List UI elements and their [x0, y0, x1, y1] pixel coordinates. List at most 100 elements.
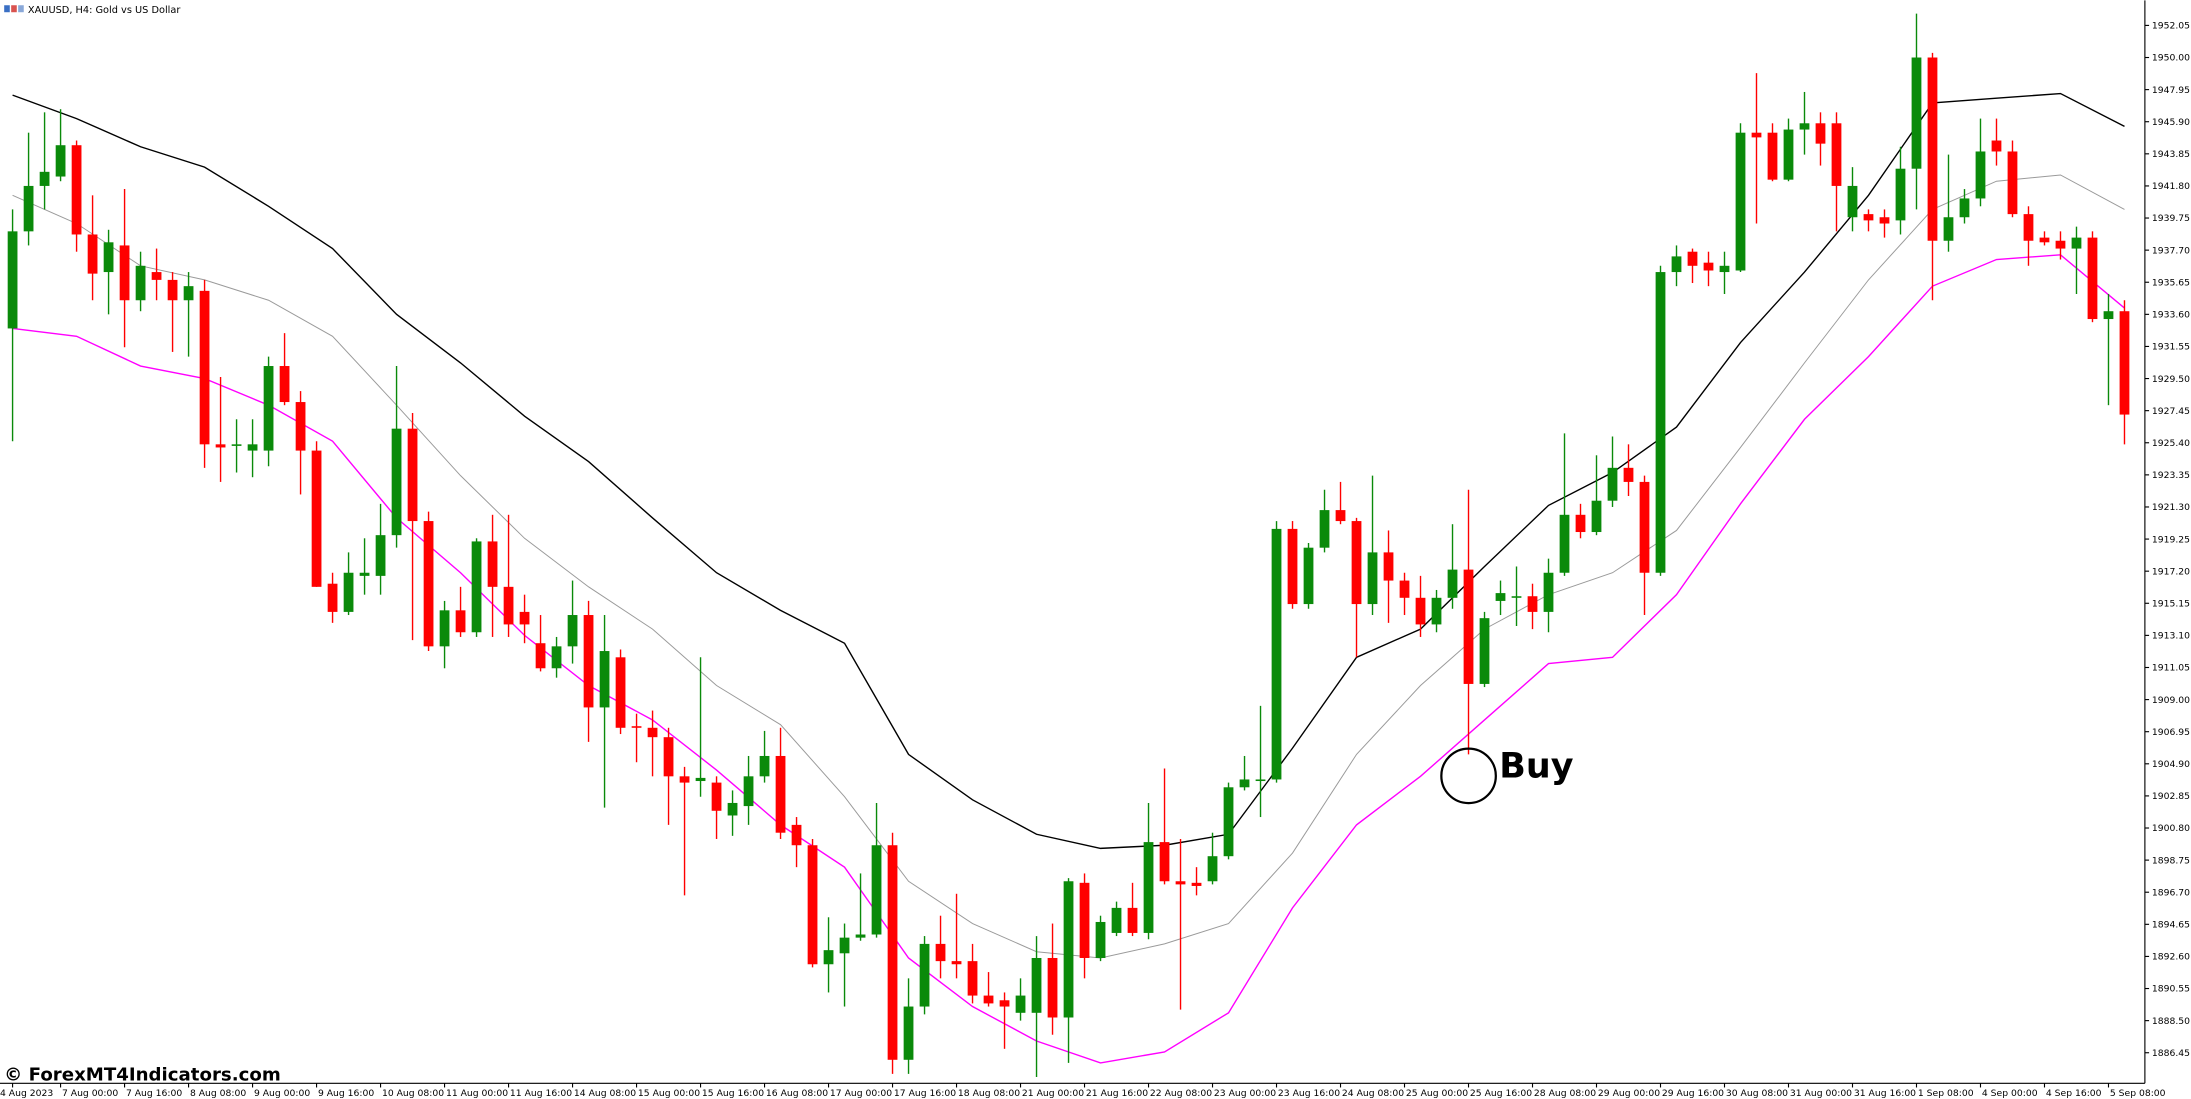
x-tick-label: 31 Aug 16:00 — [1854, 1088, 1916, 1099]
candle-body — [1655, 272, 1666, 573]
candle-body — [1767, 132, 1778, 180]
candle-body — [855, 934, 866, 938]
candle-body — [951, 961, 962, 965]
candle-body — [1319, 510, 1330, 548]
candle-body — [1063, 881, 1074, 1018]
candle-body — [1191, 882, 1202, 886]
candle-body — [807, 845, 818, 965]
x-tick-label: 23 Aug 16:00 — [1278, 1088, 1340, 1099]
y-tick-label: 1900.80 — [2152, 823, 2190, 834]
x-tick-label: 14 Aug 08:00 — [574, 1088, 636, 1099]
candle-body — [2023, 214, 2034, 241]
candle-body — [471, 541, 482, 633]
x-tick-label: 30 Aug 08:00 — [1726, 1088, 1788, 1099]
watermark: © ForexMT4Indicators.com — [4, 1064, 281, 1085]
x-tick-label: 31 Aug 00:00 — [1790, 1088, 1852, 1099]
plot — [7, 13, 2130, 1078]
candle-body — [231, 444, 242, 446]
candle-body — [727, 802, 738, 816]
x-tick-label: 25 Aug 16:00 — [1470, 1088, 1532, 1099]
candle-body — [823, 950, 834, 965]
y-tick-label: 1923.35 — [2152, 470, 2190, 481]
candle-body — [279, 366, 290, 403]
candle-body — [631, 726, 642, 728]
candle-body — [1415, 597, 1426, 625]
y-tick-label: 1937.70 — [2152, 245, 2190, 256]
candle-body — [1687, 251, 1698, 266]
candle-body — [871, 845, 882, 935]
candle-body — [567, 615, 578, 647]
y-tick-label: 1925.40 — [2152, 438, 2190, 449]
y-tick-label: 1950.00 — [2152, 53, 2190, 64]
chart-icon — [4, 5, 10, 13]
candle-body — [791, 824, 802, 846]
candle-body — [775, 755, 786, 833]
candle-body — [1159, 842, 1170, 882]
candle-body — [487, 541, 498, 587]
candle-body — [967, 961, 978, 996]
candle-body — [1943, 217, 1954, 241]
candle-body — [151, 272, 162, 280]
x-tick-label: 15 Aug 16:00 — [702, 1088, 764, 1099]
candle-body — [1127, 907, 1138, 933]
candle-body — [439, 610, 450, 647]
candle-body — [663, 737, 674, 777]
x-tick-label: 11 Aug 16:00 — [510, 1088, 572, 1099]
x-tick-label: 10 Aug 08:00 — [382, 1088, 444, 1099]
y-tick-label: 1941.80 — [2152, 181, 2190, 192]
candle-body — [343, 572, 354, 612]
y-tick-label: 1939.75 — [2152, 213, 2190, 224]
candle-body — [1031, 957, 1042, 1013]
x-tick-label: 24 Aug 08:00 — [1342, 1088, 1404, 1099]
candle-body — [1815, 123, 1826, 144]
candle-body — [1799, 123, 1810, 130]
x-tick-label: 4 Sep 00:00 — [1982, 1088, 2038, 1099]
candle-body — [1079, 882, 1090, 958]
chart-icon — [18, 5, 24, 13]
candle-body — [1447, 569, 1458, 598]
candle-body — [247, 444, 258, 451]
candle-body — [1911, 57, 1922, 169]
candle-body — [199, 290, 210, 445]
candle-body — [1735, 132, 1746, 271]
x-tick-label: 23 Aug 00:00 — [1214, 1088, 1276, 1099]
y-tick-label: 1945.90 — [2152, 117, 2190, 128]
candle-body — [647, 727, 658, 738]
candle-body — [1223, 787, 1234, 857]
y-tick-label: 1952.05 — [2152, 21, 2190, 32]
y-tick-label: 1919.25 — [2152, 534, 2190, 545]
y-tick-label: 1915.15 — [2152, 598, 2190, 609]
x-tick-label: 7 Aug 00:00 — [62, 1088, 118, 1099]
candle-body — [23, 185, 34, 232]
candle-body — [311, 450, 322, 587]
chart-icon — [11, 5, 17, 13]
candle-body — [375, 535, 386, 576]
candle-body — [1175, 881, 1186, 885]
y-tick-label: 1927.45 — [2152, 406, 2190, 417]
candle-body — [71, 145, 82, 235]
signal-circle — [1440, 747, 1497, 805]
x-tick-label: 5 Sep 08:00 — [2110, 1088, 2166, 1099]
candle-body — [55, 145, 66, 177]
candle-body — [263, 366, 274, 451]
candle-body — [743, 776, 754, 807]
candle-body — [2039, 237, 2050, 243]
x-tick-label: 7 Aug 16:00 — [126, 1088, 182, 1099]
candle-body — [2119, 311, 2130, 415]
candle-body — [1207, 856, 1218, 882]
candle-body — [327, 583, 338, 612]
y-tick-label: 1933.60 — [2152, 310, 2190, 321]
candle-body — [1271, 528, 1282, 780]
x-tick-label: 21 Aug 16:00 — [1086, 1088, 1148, 1099]
candle-body — [583, 615, 594, 708]
candle-body — [2007, 151, 2018, 215]
candle-body — [1623, 467, 1634, 482]
candle-body — [391, 428, 402, 536]
candle-body — [407, 428, 418, 522]
candle-body — [887, 845, 898, 1060]
y-tick-label: 1902.85 — [2152, 791, 2190, 802]
candle-body — [2071, 237, 2082, 249]
candle-body — [1287, 528, 1298, 605]
